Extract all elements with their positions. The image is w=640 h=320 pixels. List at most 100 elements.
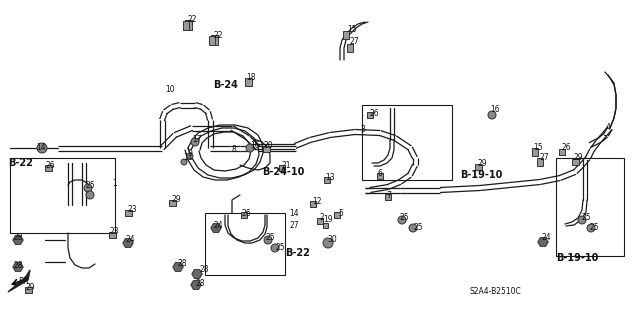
Text: 28: 28: [178, 259, 188, 268]
Text: 6: 6: [378, 169, 383, 178]
Text: 26: 26: [369, 108, 379, 117]
Bar: [310, 201, 316, 207]
Circle shape: [246, 144, 254, 152]
Circle shape: [578, 216, 586, 224]
Text: 1: 1: [112, 179, 116, 188]
Text: 23: 23: [110, 228, 120, 236]
Polygon shape: [13, 263, 23, 271]
Text: 16: 16: [490, 106, 500, 115]
Text: B-22: B-22: [8, 158, 33, 168]
Text: 5: 5: [338, 209, 343, 218]
Text: 14: 14: [36, 142, 45, 151]
Bar: [362, 105, 452, 180]
Text: 18: 18: [246, 73, 255, 82]
Circle shape: [409, 224, 417, 232]
Bar: [474, 164, 481, 170]
Text: 12: 12: [312, 196, 321, 205]
Text: 2: 2: [319, 213, 324, 222]
Text: 24: 24: [126, 236, 136, 244]
Bar: [244, 78, 252, 86]
Text: 26: 26: [561, 143, 571, 153]
Text: 25: 25: [86, 180, 95, 189]
Bar: [109, 232, 115, 238]
Polygon shape: [211, 224, 221, 232]
Text: 4: 4: [606, 124, 611, 132]
Text: 28: 28: [199, 266, 209, 275]
Text: B-22: B-22: [285, 248, 310, 258]
Text: 29: 29: [477, 158, 486, 167]
Bar: [556, 158, 624, 256]
Bar: [184, 20, 191, 30]
Text: 27: 27: [289, 220, 299, 229]
Text: 25: 25: [400, 213, 410, 222]
Bar: [125, 210, 131, 216]
Text: 21: 21: [281, 162, 291, 171]
Text: 28: 28: [196, 278, 205, 287]
Text: 17: 17: [192, 135, 202, 145]
Text: 11: 11: [183, 154, 193, 163]
Text: 20: 20: [264, 141, 274, 150]
Text: 29: 29: [574, 154, 584, 163]
Bar: [317, 218, 323, 224]
Bar: [334, 212, 340, 218]
Bar: [183, 20, 189, 29]
Text: 19: 19: [323, 215, 333, 225]
Text: 25: 25: [590, 223, 600, 233]
Polygon shape: [173, 263, 183, 271]
Text: 3: 3: [360, 125, 365, 134]
Circle shape: [271, 244, 279, 252]
Text: 28: 28: [14, 260, 24, 269]
Circle shape: [38, 144, 46, 152]
Text: 10: 10: [165, 85, 175, 94]
Bar: [559, 149, 565, 155]
Bar: [211, 35, 218, 45]
Bar: [241, 212, 247, 218]
Circle shape: [84, 184, 92, 192]
Bar: [24, 287, 31, 293]
Bar: [323, 222, 328, 228]
Bar: [10, 158, 115, 233]
Circle shape: [587, 224, 595, 232]
Text: 14: 14: [289, 209, 299, 218]
Circle shape: [187, 153, 193, 159]
Text: B-19-10: B-19-10: [460, 170, 502, 180]
Bar: [347, 44, 353, 52]
Text: 7: 7: [386, 190, 391, 199]
Text: 22: 22: [188, 15, 198, 25]
Text: B-19-10: B-19-10: [556, 253, 598, 263]
Circle shape: [264, 236, 272, 244]
Text: 29: 29: [26, 284, 36, 292]
Text: 25: 25: [275, 244, 285, 252]
Circle shape: [323, 238, 333, 248]
Text: 9: 9: [188, 148, 193, 157]
Text: 30: 30: [327, 236, 337, 244]
Text: 24: 24: [214, 220, 223, 229]
Text: 25: 25: [581, 213, 591, 222]
Polygon shape: [13, 236, 23, 244]
Circle shape: [86, 191, 94, 199]
Bar: [45, 165, 51, 171]
Text: 26: 26: [46, 161, 56, 170]
Text: 25: 25: [413, 223, 422, 233]
Text: 28: 28: [14, 234, 24, 243]
Bar: [205, 213, 285, 275]
Bar: [532, 148, 538, 156]
Text: 24: 24: [542, 234, 552, 243]
Bar: [209, 36, 215, 44]
Circle shape: [398, 216, 406, 224]
Bar: [343, 31, 349, 39]
Circle shape: [37, 143, 47, 153]
Text: 27: 27: [350, 37, 360, 46]
Text: 15: 15: [347, 26, 356, 35]
Bar: [324, 177, 330, 183]
Polygon shape: [538, 238, 548, 246]
Text: 15: 15: [533, 142, 543, 151]
Text: FR.: FR.: [18, 276, 31, 285]
Bar: [367, 112, 373, 118]
Bar: [572, 159, 579, 165]
Bar: [385, 194, 391, 200]
Circle shape: [191, 138, 199, 146]
Bar: [377, 173, 383, 179]
Text: 13: 13: [325, 173, 335, 182]
Bar: [168, 200, 175, 206]
